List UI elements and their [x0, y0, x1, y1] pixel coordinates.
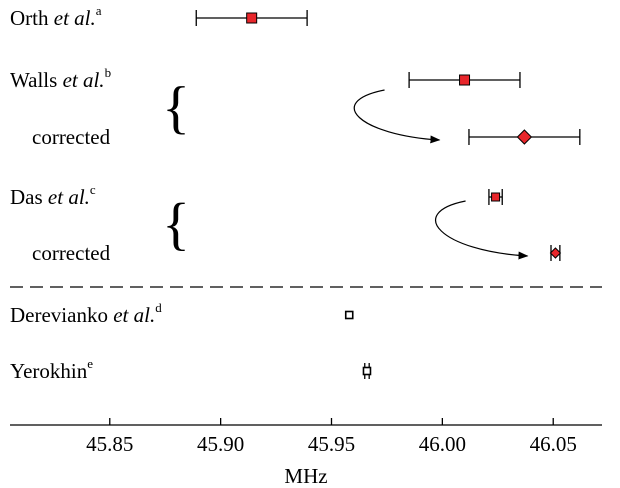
- marker-walls: [459, 74, 471, 86]
- marker-derevianko: [344, 310, 354, 320]
- x-axis: 45.85 45.90 45.95 46.00 46.05: [10, 418, 602, 456]
- correction-arrow-walls: [353, 89, 441, 144]
- row-label-das: Das et al.c: [10, 182, 96, 209]
- row-label-walls-corr: corrected: [32, 125, 111, 149]
- marker-das: [491, 192, 501, 202]
- row-suffix: et al.: [49, 6, 96, 30]
- x-tick-label: 46.00: [419, 432, 466, 456]
- brace-das: {: [162, 191, 190, 256]
- x-axis-label: MHz: [284, 464, 327, 488]
- group-braces: {{: [162, 75, 190, 257]
- row-superscript: e: [87, 356, 93, 371]
- row-name: corrected: [32, 125, 111, 149]
- row-label-walls: Walls et al.b: [10, 65, 111, 92]
- data-marks: [195, 10, 581, 379]
- row-name: Derevianko: [10, 303, 108, 327]
- row-name: Walls: [10, 68, 57, 92]
- row-superscript: d: [155, 300, 162, 315]
- marker-das-corr: [549, 247, 562, 259]
- row-name: corrected: [32, 241, 111, 265]
- row-label-yerokhin: Yerokhine: [10, 356, 93, 383]
- row-suffix: et al.: [108, 303, 155, 327]
- marker-orth: [246, 12, 258, 24]
- brace-walls: {: [162, 75, 190, 140]
- row-label-derevianko: Derevianko et al.d: [10, 300, 162, 327]
- correction-arrow-das: [435, 200, 529, 260]
- row-name: Orth: [10, 6, 49, 30]
- row-superscript: c: [90, 182, 96, 197]
- row-label-orth: Orth et al.a: [10, 3, 102, 30]
- x-tick-label: 45.90: [197, 432, 244, 456]
- x-tick-label: 46.05: [530, 432, 577, 456]
- row-label-das-corr: corrected: [32, 241, 111, 265]
- x-tick-label: 45.85: [86, 432, 133, 456]
- marker-yerokhin: [362, 366, 372, 376]
- row-superscript: b: [105, 65, 112, 80]
- correction-arrows: [353, 89, 529, 260]
- x-tick-label: 45.95: [308, 432, 355, 456]
- row-superscript: a: [96, 3, 102, 18]
- marker-walls-corr: [516, 129, 533, 145]
- row-suffix: et al.: [43, 185, 90, 209]
- row-suffix: et al.: [57, 68, 104, 92]
- row-name: Das: [10, 185, 43, 209]
- row-name: Yerokhin: [10, 359, 88, 383]
